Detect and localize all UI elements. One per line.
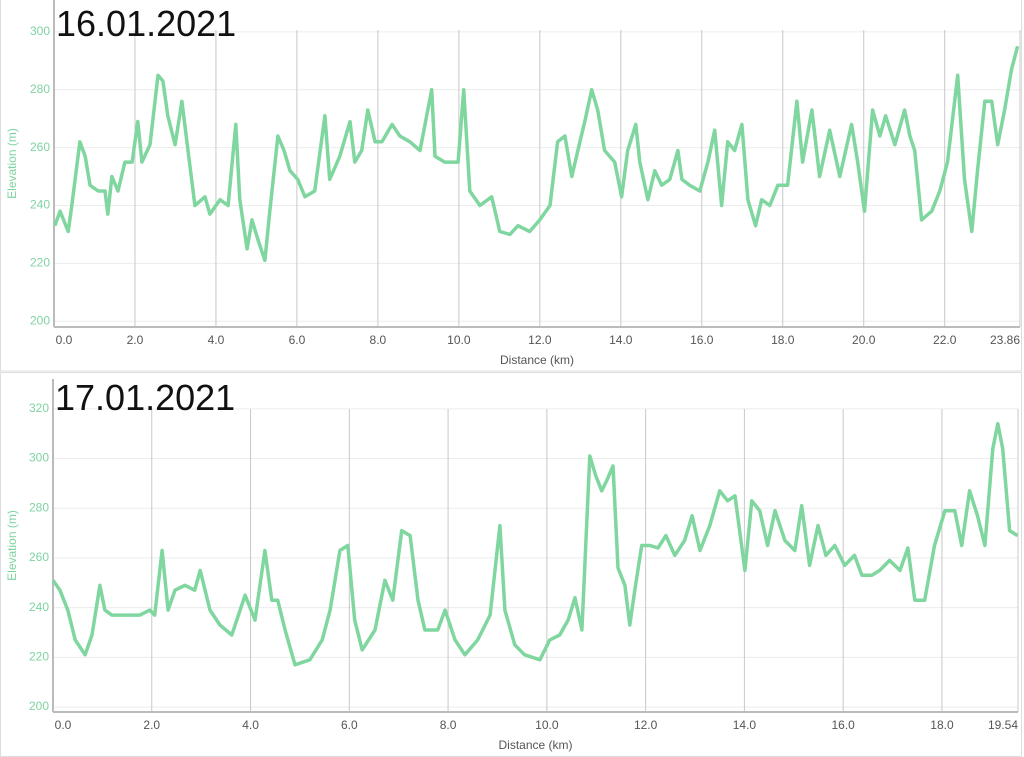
x-tick-label: 6.0 xyxy=(289,333,306,347)
x-tick-label: 0.0 xyxy=(56,333,73,347)
x-tick-label: 10.0 xyxy=(447,333,471,347)
y-tick-label: 240 xyxy=(29,600,49,614)
y-tick-label: 280 xyxy=(30,82,50,96)
y-tick-label: 220 xyxy=(29,650,49,664)
y-tick-label: 320 xyxy=(29,401,49,415)
elevation-line xyxy=(53,45,1020,263)
x-tick-label: 12.0 xyxy=(634,718,658,732)
y-tick-label: 280 xyxy=(29,500,49,514)
x-tick-label: 4.0 xyxy=(208,333,225,347)
x-tick-label: 10.0 xyxy=(535,718,559,732)
y-tick-label: 220 xyxy=(30,256,50,270)
x-tick-label: 2.0 xyxy=(143,718,160,732)
chart-panel: 200 220 240 260 280 300 320 0.0 2.0 4.0 6.0 8.0 10.0… xyxy=(0,372,1022,757)
y-tick-label: 240 xyxy=(30,198,50,212)
x-tick-label: 16.0 xyxy=(831,718,855,732)
x-tick-label: 23.86 xyxy=(990,333,1020,347)
y-axis-title: Elevation (m) xyxy=(5,128,19,199)
x-tick-label: 18.0 xyxy=(930,718,954,732)
y-tick-label: 200 xyxy=(29,699,49,713)
x-tick-label: 0.0 xyxy=(55,718,72,732)
x-axis-title: Distance (km) xyxy=(500,353,574,367)
panel-frame xyxy=(0,372,1022,757)
panel-frame xyxy=(0,0,1022,372)
chart-title: 17.01.2021 xyxy=(55,377,235,418)
y-tick-label: 260 xyxy=(30,140,50,154)
x-tick-label: 6.0 xyxy=(341,718,358,732)
elevation-line xyxy=(51,421,1019,667)
x-tick-label: 12.0 xyxy=(528,333,552,347)
x-axis-title: Distance (km) xyxy=(498,738,572,752)
x-tick-label: 22.0 xyxy=(933,333,957,347)
x-tick-label: 14.0 xyxy=(609,333,633,347)
x-tick-label: 2.0 xyxy=(127,333,144,347)
x-tick-label: 14.0 xyxy=(733,718,757,732)
y-tick-label: 260 xyxy=(29,550,49,564)
x-tick-label: 4.0 xyxy=(242,718,259,732)
y-tick-label: 200 xyxy=(30,313,50,327)
x-tick-label: 18.0 xyxy=(771,333,795,347)
y-tick-label: 300 xyxy=(29,451,49,465)
x-tick-label: 16.0 xyxy=(690,333,714,347)
chart-panel: 200 220 240 260 280 300 0.0 2.0 4.0 6.0 8.0 10.0 12.… xyxy=(0,0,1022,372)
x-tick-label: 20.0 xyxy=(852,333,876,347)
x-tick-label: 8.0 xyxy=(440,718,457,732)
x-tick-label: 8.0 xyxy=(370,333,387,347)
chart-title: 16.01.2021 xyxy=(56,3,236,44)
y-tick-label: 300 xyxy=(30,24,50,38)
x-tick-label: 19.54 xyxy=(988,718,1018,732)
y-axis-title: Elevation (m) xyxy=(5,510,19,581)
